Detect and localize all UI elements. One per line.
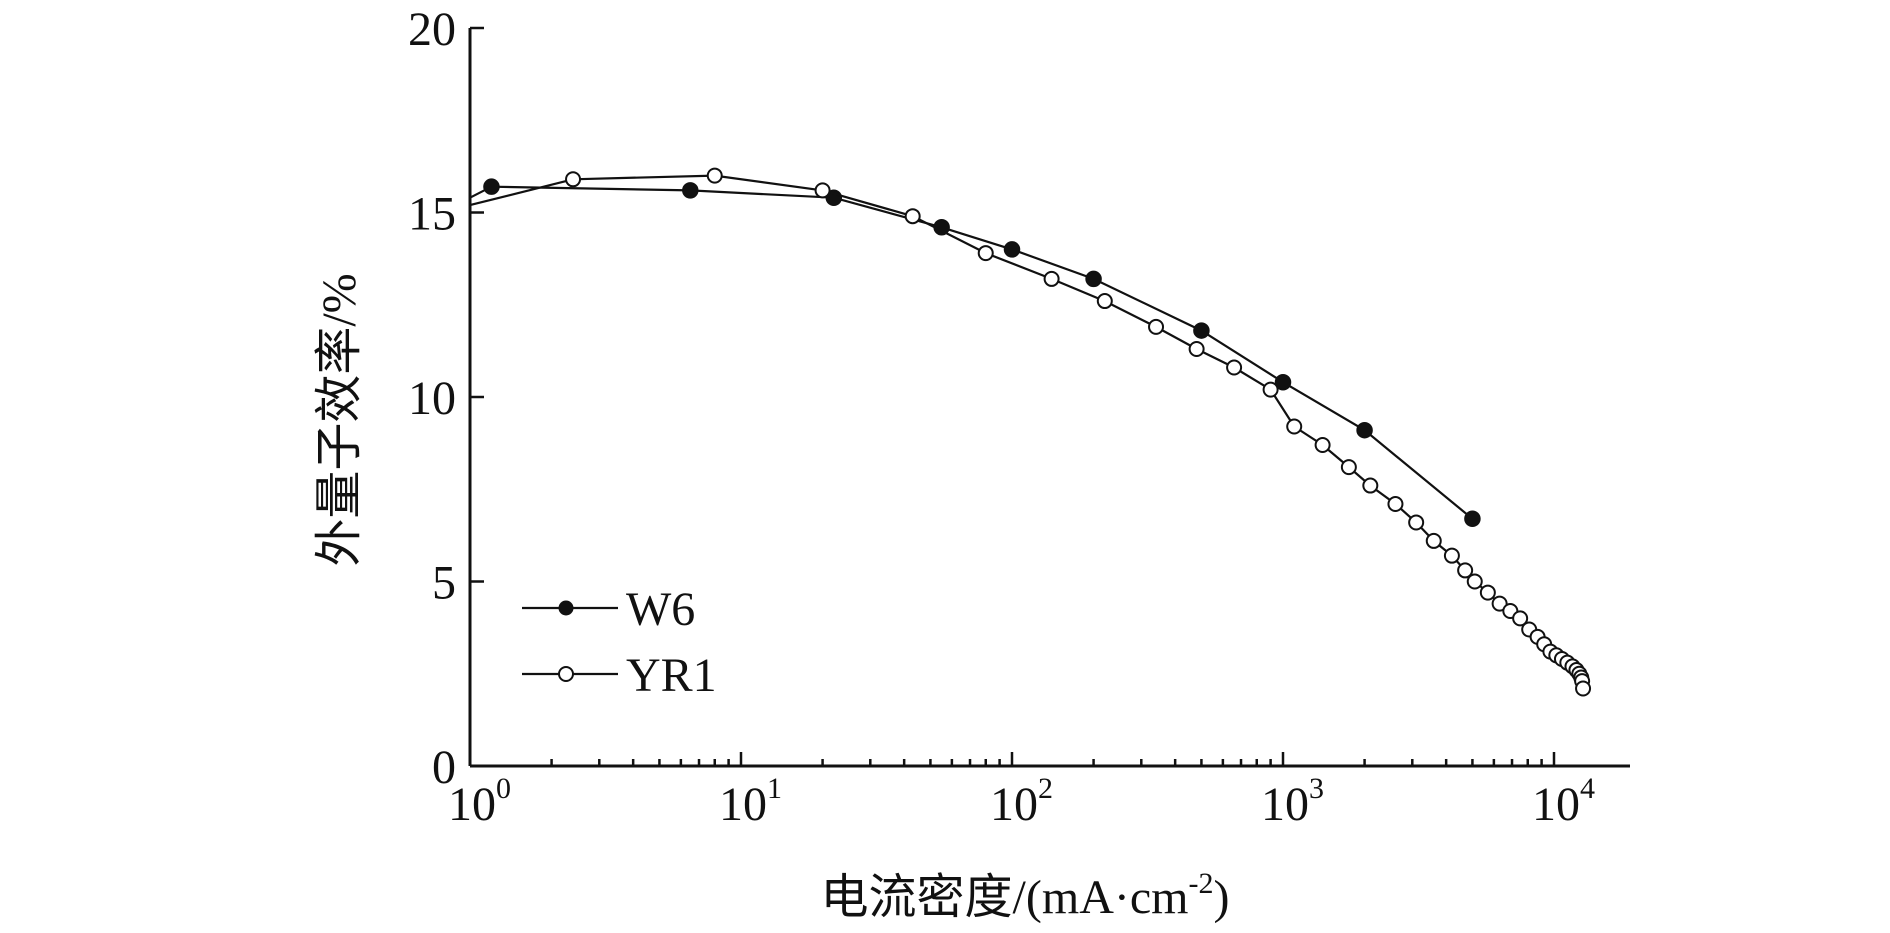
x-axis-ticks: 100 101 102 103 104 [448,752,1595,831]
data-point [1464,510,1481,528]
x-tick-label: 104 [1532,772,1595,831]
x-tick-label: 101 [719,772,782,831]
data-point [904,208,921,225]
data-point [1491,595,1508,612]
data-point [1457,562,1474,579]
data-point [1148,318,1165,335]
data-point [1286,418,1303,435]
data-point [483,178,500,195]
data-point [1443,547,1460,564]
x-tick-label: 103 [1261,772,1324,831]
data-point [1340,459,1357,476]
data-point [814,182,831,199]
data-point [1226,359,1243,376]
legend-marker-w6 [558,600,574,616]
x-axis-title-exponent: -2 [1188,867,1213,900]
y-tick-label: 15 [408,188,456,241]
data-point [1043,270,1060,287]
data-point [1188,341,1205,358]
series-w6 [469,178,1481,528]
data-point [1425,532,1442,549]
x-tick-label: 100 [448,772,511,831]
data-point [1512,610,1529,627]
data-point [1193,322,1210,339]
y-tick-label: 10 [408,372,456,425]
data-point [1575,680,1592,697]
data-point [706,167,723,184]
y-tick-label: 5 [432,557,456,610]
y-axis-ticks: 0 5 10 15 20 [408,3,484,794]
data-point [1085,270,1102,288]
data-point [682,182,699,199]
data-point [1314,436,1331,453]
y-tick-label: 20 [408,3,456,56]
data-point [1274,373,1292,391]
data-point [565,171,582,188]
data-point [1408,514,1425,531]
data-point [1362,477,1379,494]
legend-marker-yr1 [558,666,574,682]
data-point [1479,584,1496,601]
y-tick-label: 0 [432,741,456,794]
data-point [1387,496,1404,513]
data-point [1262,381,1279,398]
series-layer [469,167,1592,697]
x-tick-label: 102 [990,772,1053,831]
data-point [1003,241,1021,258]
x-axis-title: 电流密度/(mA·cm-2) [821,867,1230,924]
data-point [1096,293,1113,310]
series-line-w6 [469,185,1474,520]
data-point [1466,573,1483,590]
data-point [1356,421,1373,439]
y-axis-title: 外量子效率/% [313,273,366,566]
legend-label-w6: W6 [626,583,695,636]
legend-label-yr1: YR1 [626,649,717,702]
series-yr1 [469,167,1592,697]
data-point [977,245,994,262]
